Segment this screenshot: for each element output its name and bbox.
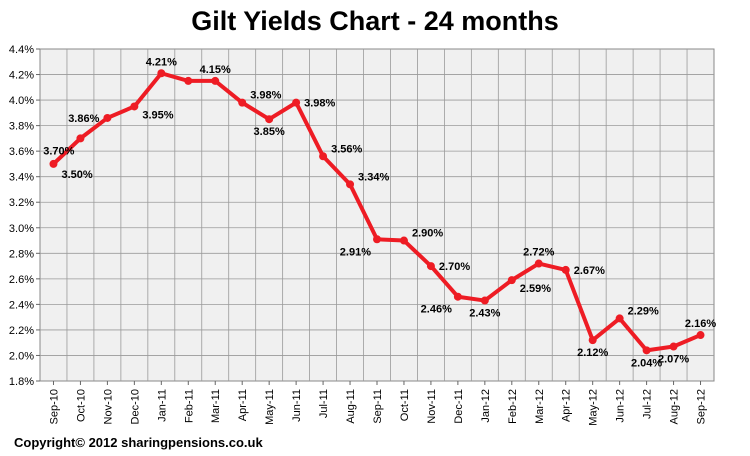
data-label: 2.91% [340, 246, 371, 258]
data-label: 2.70% [439, 261, 470, 273]
data-point [453, 292, 462, 301]
data-point [642, 346, 651, 355]
chart-title: Gilt Yields Chart - 24 months [191, 6, 559, 36]
data-label: 3.70% [43, 145, 74, 157]
y-tick-label: 1.8% [9, 376, 34, 388]
y-tick-label: 2.8% [9, 248, 34, 260]
data-point [399, 236, 408, 245]
x-tick-label: Mar-12 [534, 389, 546, 424]
x-tick-label: Sep-10 [48, 389, 60, 424]
x-tick-label: Feb-12 [507, 389, 519, 424]
x-tick-label: Jul-12 [642, 389, 654, 419]
x-tick-label: Oct-11 [399, 389, 411, 421]
data-label: 2.43% [469, 308, 500, 320]
series-points [49, 69, 705, 355]
data-label: 2.72% [523, 247, 554, 259]
data-label: 2.12% [577, 347, 608, 359]
data-labels: 3.50% 3.70% 3.86% 3.95% 4.21% 4.15% 3.98% 3.85%… [43, 56, 716, 369]
data-label: 3.85% [254, 126, 285, 138]
y-tick-label: 3.2% [9, 197, 34, 209]
x-tick-label: Jan-12 [480, 389, 492, 423]
data-label: 3.34% [358, 171, 389, 183]
x-tick-label: Nov-11 [426, 389, 438, 424]
data-label: 4.21% [146, 56, 177, 68]
y-tick-label: 4.0% [9, 95, 34, 107]
data-point [426, 262, 435, 271]
x-tick-label: Feb-11 [183, 389, 195, 423]
data-point [130, 102, 139, 111]
data-label: 3.50% [61, 169, 92, 181]
data-point [669, 342, 678, 351]
y-tick-label: 3.6% [9, 146, 34, 158]
data-point [76, 134, 85, 143]
x-tick-label: Oct-10 [75, 389, 87, 422]
y-tick-label: 4.4% [9, 44, 34, 56]
x-tick-label: Aug-11 [345, 389, 357, 424]
data-point [615, 314, 624, 323]
y-axis: 1.8% 2.0% 2.2% 2.4% 2.6% 2.8% 3.0% 3.2% 3.4% 3.6%… [9, 44, 40, 388]
x-tick-label: Jun-12 [615, 389, 627, 423]
data-point [507, 276, 516, 285]
x-tick-label: Jan-11 [156, 389, 168, 422]
data-point [211, 76, 220, 85]
data-label: 4.15% [200, 64, 231, 76]
x-tick-label: Mar-11 [210, 389, 222, 423]
x-tick-label: Sep-12 [696, 389, 708, 424]
data-point [561, 265, 570, 274]
y-tick-label: 3.4% [9, 172, 34, 184]
data-label: 3.95% [142, 109, 173, 121]
y-tick-label: 2.6% [9, 274, 34, 286]
data-point [346, 180, 355, 189]
y-tick-label: 4.2% [9, 70, 34, 82]
y-tick-label: 3.0% [9, 223, 34, 235]
data-label: 3.86% [68, 113, 99, 125]
data-point [238, 98, 247, 107]
x-tick-label: Jun-11 [291, 389, 303, 422]
x-tick-label: Dec-11 [453, 389, 465, 424]
data-point [49, 159, 58, 168]
copyright-text: Copyright© 2012 sharingpensions.co.uk [14, 435, 263, 450]
x-tick-label: Aug-12 [669, 389, 681, 424]
data-point [157, 69, 166, 78]
data-point [265, 115, 274, 124]
data-label: 3.98% [250, 90, 281, 102]
y-tick-label: 3.8% [9, 121, 34, 133]
data-label: 2.07% [658, 354, 689, 366]
data-point [184, 76, 193, 85]
y-tick-label: 2.0% [9, 350, 34, 362]
grid-lines [40, 49, 714, 381]
x-tick-label: May-12 [588, 389, 600, 426]
x-tick-label: May-11 [264, 389, 276, 425]
data-label: 2.59% [520, 283, 551, 295]
data-label: 2.46% [421, 304, 452, 316]
x-axis: Sep-10 Oct-10 Nov-10 Dec-10 Jan-11 Feb-11 Mar-… [48, 381, 708, 426]
y-tick-label: 2.2% [9, 325, 34, 337]
data-label: 3.56% [331, 143, 362, 155]
plot-area [39, 48, 715, 382]
data-point [319, 152, 328, 161]
x-tick-label: Nov-10 [102, 389, 114, 424]
data-point [292, 98, 301, 107]
data-point [103, 113, 112, 122]
x-tick-label: Apr-12 [561, 389, 573, 422]
x-tick-label: Apr-11 [237, 389, 249, 421]
data-point [480, 296, 489, 305]
data-label: 2.29% [628, 305, 659, 317]
data-point [696, 331, 705, 340]
data-point [588, 336, 597, 345]
data-label: 2.16% [685, 318, 716, 330]
data-label: 2.04% [631, 357, 662, 369]
x-tick-label: Sep-11 [372, 389, 384, 424]
data-label: 2.90% [412, 228, 443, 240]
data-point [373, 235, 381, 244]
data-label: 2.67% [574, 265, 605, 277]
x-tick-label: Dec-10 [129, 389, 141, 424]
y-tick-label: 2.4% [9, 299, 34, 311]
data-label: 3.98% [304, 98, 335, 110]
data-point [534, 259, 543, 268]
x-tick-label: Jul-11 [318, 389, 330, 418]
